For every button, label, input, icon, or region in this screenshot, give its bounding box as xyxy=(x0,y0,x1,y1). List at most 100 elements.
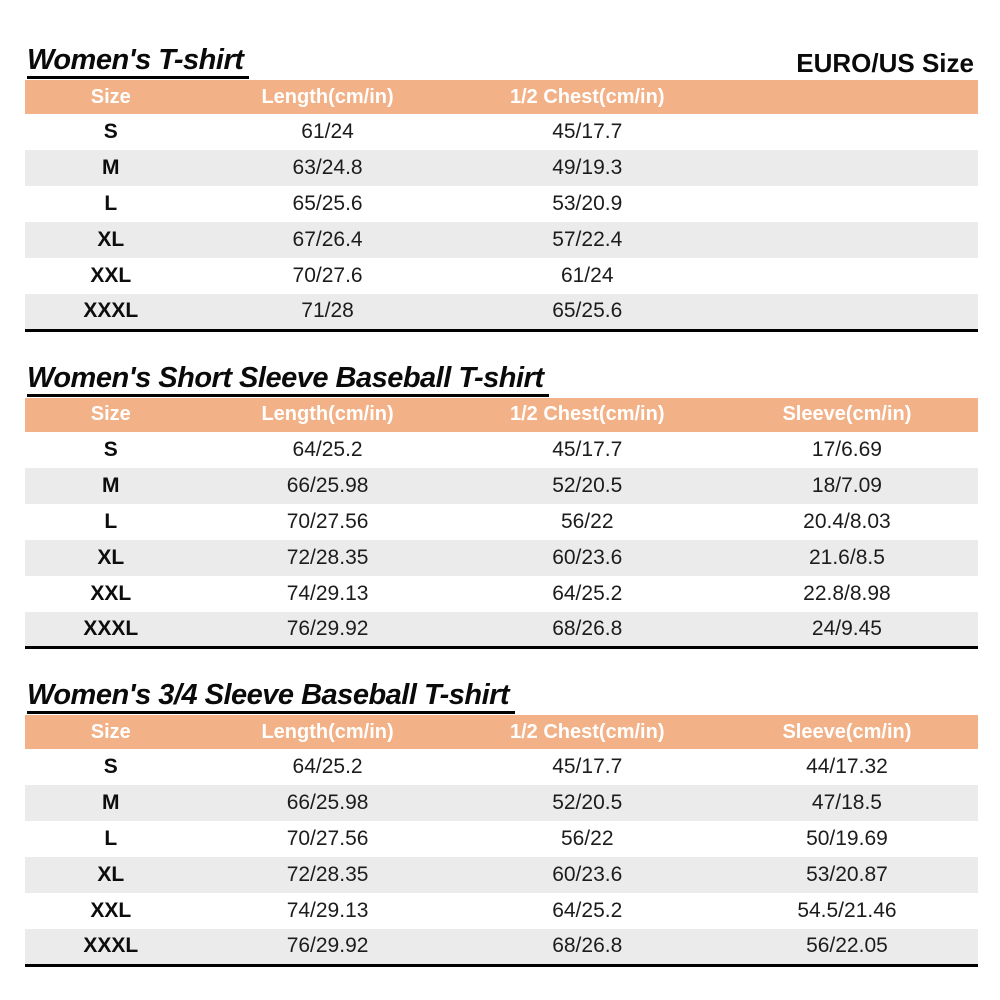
value-cell: 70/27.56 xyxy=(286,827,369,850)
size-cell: XL xyxy=(25,857,197,893)
value-cell: 54.5/21.46 xyxy=(797,899,897,922)
value-cell: 61/24 xyxy=(560,264,614,287)
size-table: Size Length(cm/in) 1/2 Chest(cm/in) Sleeve(… xyxy=(25,715,978,967)
table-row: XL 72/28.35 60/23.6 53/20.87 xyxy=(25,857,978,893)
column-header: 1/2 Chest(cm/in) xyxy=(458,80,716,114)
value-cell: 72/28.35 xyxy=(196,539,459,576)
column-header: Size xyxy=(25,397,197,432)
value-cell: 68/26.8 xyxy=(458,929,716,965)
column-header: Sleeve(cm/in) xyxy=(715,715,978,749)
value-cell: 52/20.5 xyxy=(458,785,716,821)
value-cell: 64/25.2 xyxy=(292,755,363,778)
value-cell: 22.8/8.98 xyxy=(803,581,891,605)
column-header: 1/2 Chest(cm/in) xyxy=(458,715,716,749)
table-row: XXXL 76/29.92 68/26.8 56/22.05 xyxy=(25,929,978,965)
value-cell xyxy=(715,222,978,258)
table-row: XXL 74/29.13 64/25.2 22.8/8.98 xyxy=(25,576,978,612)
size-table: Size Length(cm/in) 1/2 Chest(cm/in) S 61/24… xyxy=(25,80,978,332)
value-cell xyxy=(716,114,978,150)
size-cell: S xyxy=(103,120,118,143)
size-cell: S xyxy=(103,437,118,461)
table-row: XXL 70/27.6 61/24 xyxy=(25,258,978,294)
value-cell xyxy=(715,150,978,186)
column-header: 1/2 Chest(cm/in) xyxy=(458,397,716,432)
value-cell: 57/22.4 xyxy=(458,222,716,258)
table-row: XXXL 71/28 65/25.6 xyxy=(25,294,978,330)
value-cell: 20.4/8.03 xyxy=(803,509,891,533)
value-cell: 44/17.32 xyxy=(806,755,888,778)
size-chart-section: Women's 3/4 Sleeve Baseball T-shirt Size… xyxy=(25,681,978,967)
section-title-text: Women's Short Sleeve Baseball T-shirt xyxy=(27,363,550,397)
table-row: L 65/25.6 53/20.9 xyxy=(25,186,978,222)
value-cell: 45/17.7 xyxy=(552,755,623,778)
size-cell: XXL xyxy=(90,264,132,287)
section-title-text: Women's 3/4 Sleeve Baseball T-shirt xyxy=(27,681,516,714)
table-row: S 64/25.2 45/17.7 44/17.32 xyxy=(25,749,978,785)
table-row: XXXL 76/29.92 68/26.8 24/9.45 xyxy=(25,611,978,648)
value-cell: 76/29.92 xyxy=(196,611,459,648)
column-header xyxy=(715,80,978,114)
size-cell: M xyxy=(25,150,197,186)
size-cell: M xyxy=(25,785,197,821)
table-row: XL 72/28.35 60/23.6 21.6/8.5 xyxy=(25,539,978,576)
value-cell: 64/25.2 xyxy=(292,437,363,461)
size-cell: M xyxy=(25,467,197,504)
value-cell: 60/23.6 xyxy=(458,539,716,576)
value-cell: 71/28 xyxy=(196,294,459,330)
value-cell xyxy=(716,186,978,222)
value-cell: 74/29.13 xyxy=(286,899,369,922)
value-cell: 70/27.6 xyxy=(292,264,363,287)
table-row: S 64/25.2 45/17.7 17/6.69 xyxy=(25,432,978,468)
table-row: M 66/25.98 52/20.5 18/7.09 xyxy=(25,467,978,504)
value-cell xyxy=(715,294,978,330)
size-chart-sections: Women's T-shirt Size Length(cm/in) 1/2 Che… xyxy=(25,46,978,967)
table-row: L 70/27.56 56/22 20.4/8.03 xyxy=(25,504,978,540)
value-cell: 68/26.8 xyxy=(458,611,716,648)
value-cell: 56/22 xyxy=(560,509,614,533)
column-header: Length(cm/in) xyxy=(196,715,459,749)
value-cell: 52/20.5 xyxy=(458,467,716,504)
size-chart-section: Women's Short Sleeve Baseball T-shirt Si… xyxy=(25,363,978,649)
value-cell: 18/7.09 xyxy=(715,467,978,504)
size-cell: XXL xyxy=(90,581,132,605)
size-cell: S xyxy=(103,755,118,778)
table-header-row: Size Length(cm/in) 1/2 Chest(cm/in) Sleeve(… xyxy=(25,715,978,749)
size-cell: L xyxy=(104,509,118,533)
value-cell: 47/18.5 xyxy=(715,785,978,821)
value-cell: 63/24.8 xyxy=(196,150,459,186)
size-cell: XL xyxy=(25,539,197,576)
value-cell: 64/25.2 xyxy=(552,581,623,605)
column-header: Sleeve(cm/in) xyxy=(715,397,978,432)
value-cell: 17/6.69 xyxy=(811,437,882,461)
value-cell: 64/25.2 xyxy=(552,899,623,922)
table-row: M 63/24.8 49/19.3 xyxy=(25,150,978,186)
column-header: Size xyxy=(25,80,197,114)
size-cell: L xyxy=(104,192,118,215)
size-cell: L xyxy=(104,827,118,850)
table-header-row: Size Length(cm/in) 1/2 Chest(cm/in) xyxy=(25,80,978,114)
value-cell: 50/19.69 xyxy=(806,827,888,850)
size-cell: XXXL xyxy=(25,929,197,965)
value-cell: 76/29.92 xyxy=(196,929,459,965)
value-cell: 53/20.87 xyxy=(715,857,978,893)
value-cell: 45/17.7 xyxy=(552,437,623,461)
table-row: S 61/24 45/17.7 xyxy=(25,114,978,150)
table-row: XXL 74/29.13 64/25.2 54.5/21.46 xyxy=(25,893,978,929)
value-cell: 61/24 xyxy=(301,120,354,143)
value-cell: 74/29.13 xyxy=(286,581,369,605)
value-cell: 67/26.4 xyxy=(196,222,459,258)
section-title-text: Women's T-shirt xyxy=(27,46,250,79)
value-cell: 56/22 xyxy=(560,827,614,850)
size-cell: XXXL xyxy=(25,611,197,648)
value-cell: 70/27.56 xyxy=(286,509,369,533)
value-cell: 66/25.98 xyxy=(196,785,459,821)
value-cell xyxy=(716,258,978,294)
value-cell: 45/17.7 xyxy=(552,120,623,143)
section-title: Women's 3/4 Sleeve Baseball T-shirt xyxy=(27,681,978,714)
section-title: Women's Short Sleeve Baseball T-shirt xyxy=(27,363,978,397)
section-title: Women's T-shirt xyxy=(27,46,978,79)
value-cell: 53/20.9 xyxy=(552,192,623,215)
column-header: Length(cm/in) xyxy=(196,80,459,114)
value-cell: 65/25.6 xyxy=(458,294,716,330)
